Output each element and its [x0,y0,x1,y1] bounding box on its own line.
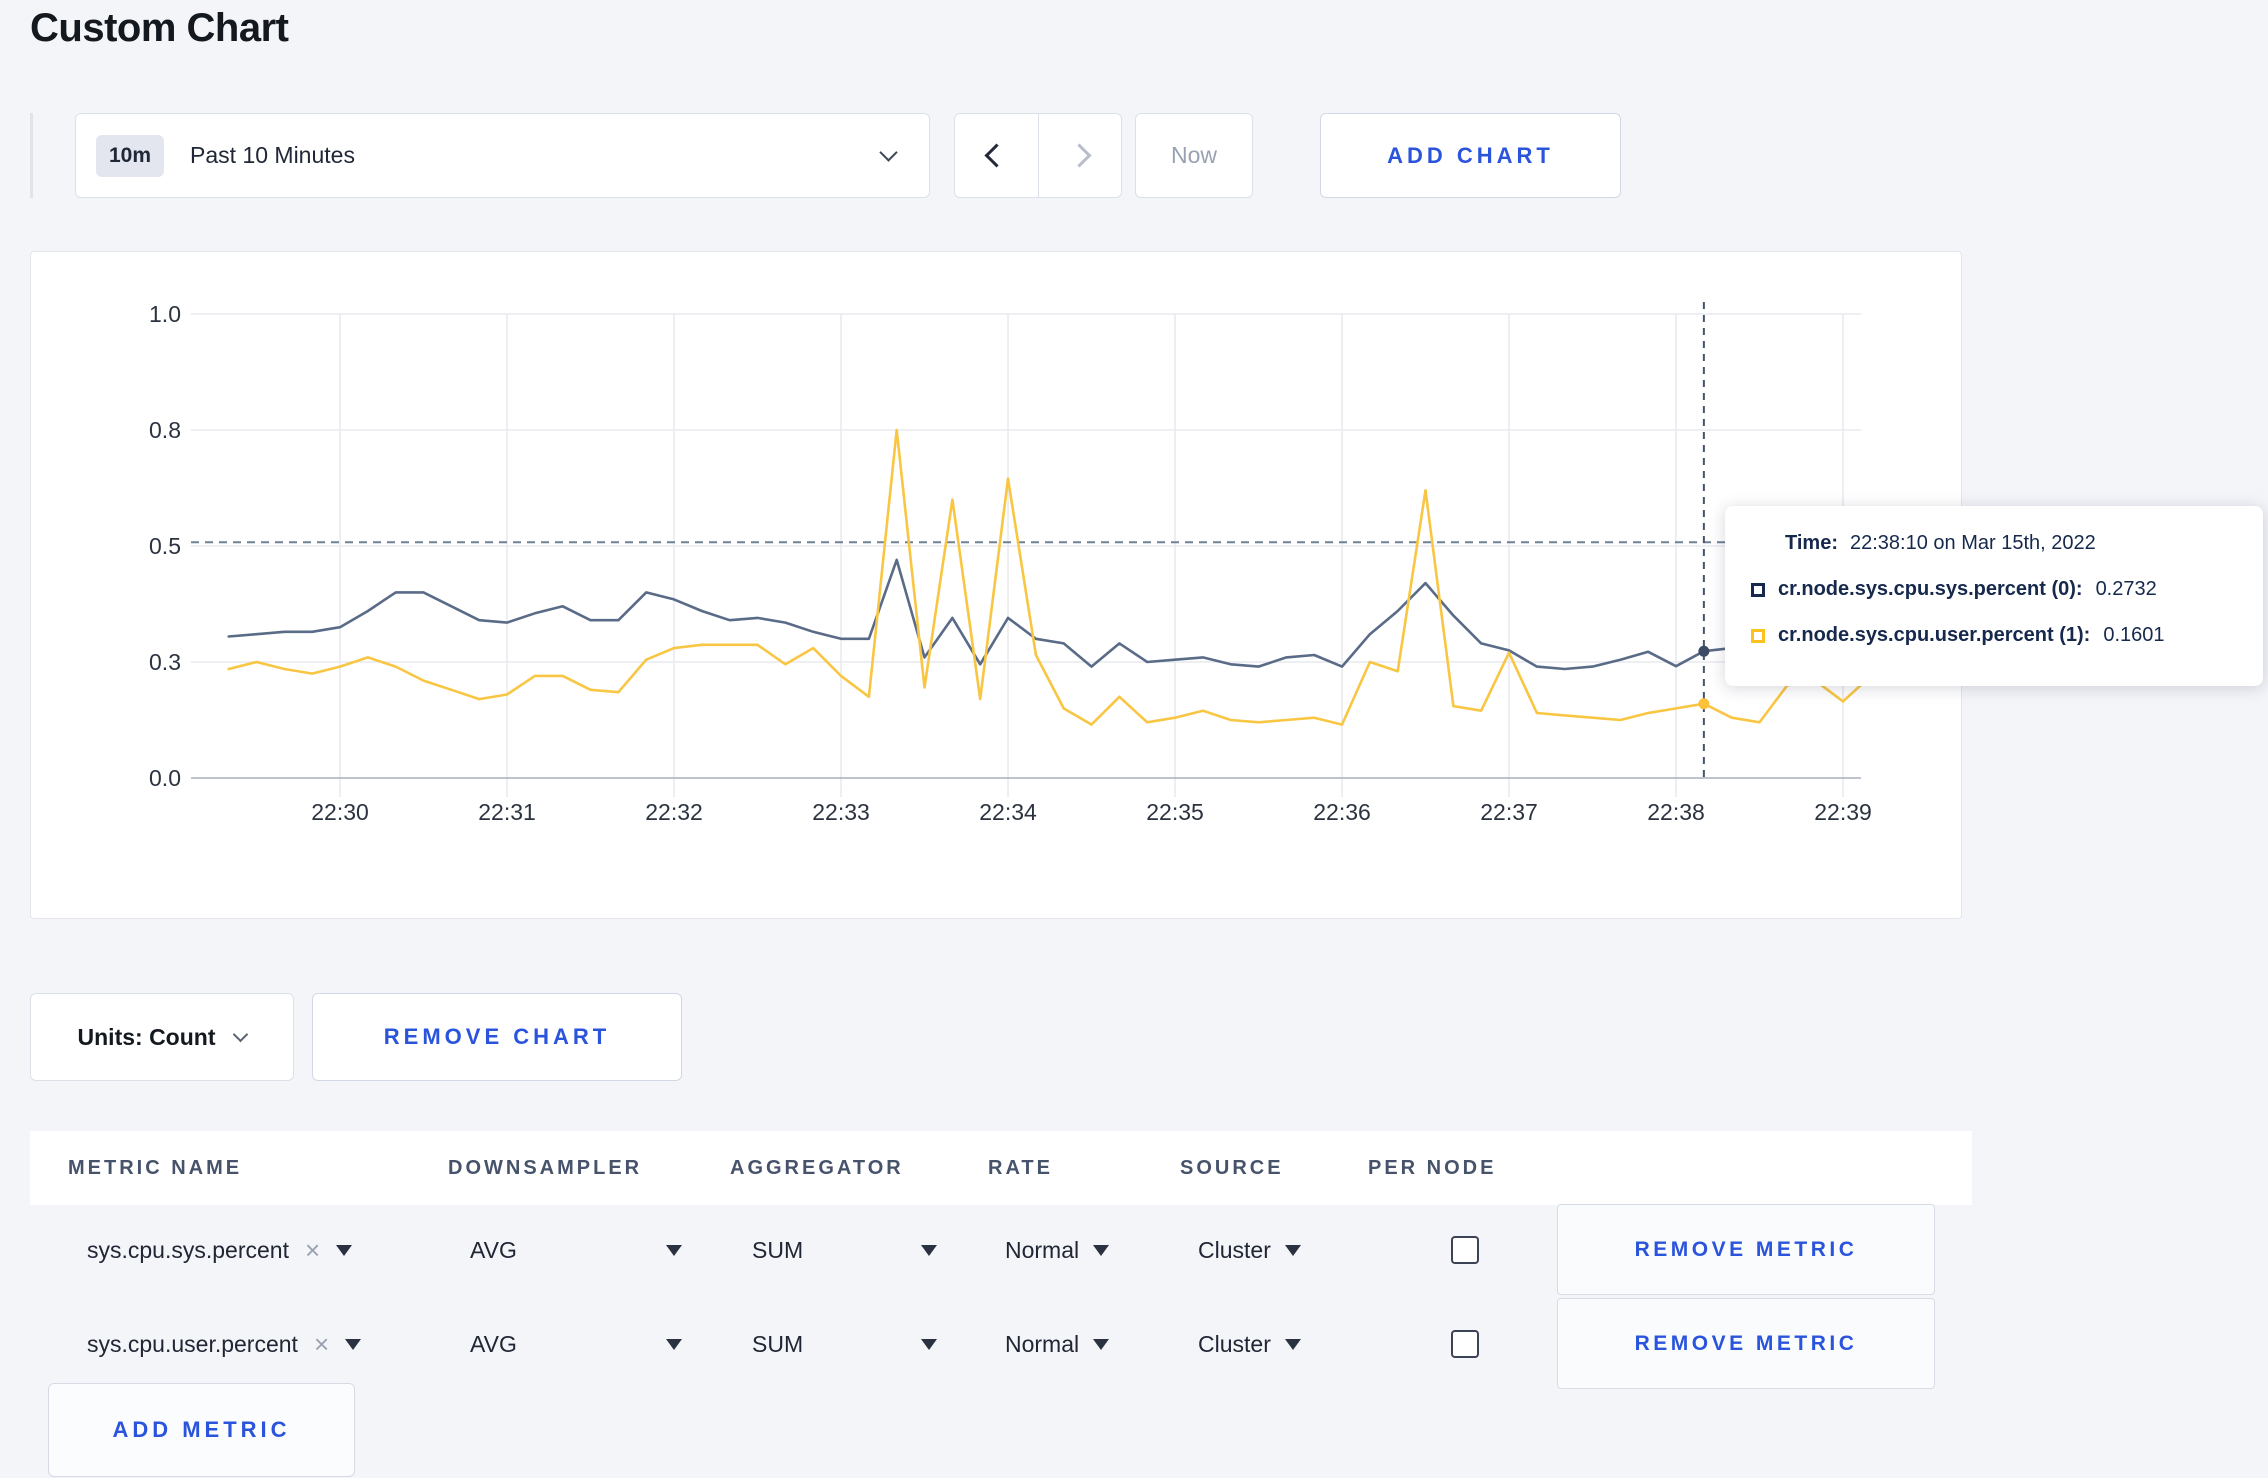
column-header-per-node: PER NODE [1368,1156,1497,1179]
x-axis-tick-label: 22:31 [478,799,536,825]
time-window-badge: 10m [96,134,165,177]
caret-down-icon [1093,1339,1110,1350]
next-time-button[interactable] [1039,114,1122,197]
column-header-rate: RATE [988,1156,1053,1179]
source-value: Cluster [1198,1331,1271,1357]
caret-down-icon [666,1245,682,1256]
x-axis-tick-label: 22:34 [979,799,1037,825]
aggregator-value: SUM [752,1331,804,1357]
downsampler-value: AVG [470,1237,517,1263]
tooltip-time-label: Time: [1785,532,1838,554]
x-axis-tick-label: 22:38 [1647,799,1705,825]
downsampler-select[interactable]: AVG [470,1204,682,1297]
x-axis-tick-label: 22:32 [645,799,703,825]
remove-chart-button[interactable]: REMOVE CHART [312,993,682,1081]
tooltip-series-row: cr.node.sys.cpu.user.percent (1): 0.1601 [1751,624,2165,647]
chevron-left-icon [984,143,1009,168]
time-pager [954,113,1122,198]
time-window-select[interactable]: 10m Past 10 Minutes [75,113,930,198]
aggregator-select[interactable]: SUM [752,1298,937,1391]
tooltip-series-value: 0.2732 [2095,578,2157,600]
metric-name-value: sys.cpu.user.percent [87,1331,298,1357]
clear-metric-icon[interactable]: × [304,1235,321,1265]
now-button[interactable]: Now [1135,113,1253,198]
per-node-checkbox[interactable] [1451,1330,1479,1358]
caret-down-icon [1284,1339,1301,1350]
chevron-right-icon [1067,143,1092,168]
column-header-metric-name: METRIC NAME [68,1156,243,1179]
caret-down-icon [921,1245,937,1256]
metric-name-select[interactable]: sys.cpu.user.percent × [87,1298,362,1391]
aggregator-select[interactable]: SUM [752,1204,937,1297]
column-header-downsampler: DOWNSAMPLER [448,1156,643,1179]
units-select[interactable]: Units: Count [30,993,294,1081]
series-line-cr.node.sys.cpu.sys.percent [227,558,1873,671]
time-window-label: Past 10 Minutes [190,142,355,168]
series-line-cr.node.sys.cpu.user.percent [227,428,1873,726]
hover-point-cr.node.sys.cpu.user.percent [1698,698,1710,710]
rate-select[interactable]: Normal [1005,1204,1110,1297]
metric-name-value: sys.cpu.sys.percent [87,1237,289,1263]
caret-down-icon [345,1339,362,1350]
tooltip-time-row: Time: 22:38:10 on Mar 15th, 2022 [1785,532,2096,555]
remove-metric-button[interactable]: REMOVE METRIC [1557,1204,1935,1295]
chevron-down-icon [233,1026,249,1042]
x-axis-tick-label: 22:37 [1480,799,1538,825]
per-node-checkbox[interactable] [1451,1236,1479,1264]
column-header-aggregator: AGGREGATOR [730,1156,904,1179]
units-label: Units: Count [77,1023,216,1050]
rate-select[interactable]: Normal [1005,1298,1110,1391]
sys-percent-legend-swatch-icon [1751,582,1765,597]
y-axis-tick-label: 1.0 [149,301,181,327]
add-metric-button[interactable]: ADD METRIC [48,1383,355,1477]
y-axis-tick-label: 0.5 [149,533,181,559]
caret-down-icon [1093,1245,1110,1256]
remove-metric-button[interactable]: REMOVE METRIC [1557,1298,1935,1389]
custom-chart-card: 22:30 22:31 22:32 22:33 22:34 22:35 22:36 22:37… [30,251,1962,919]
tooltip-series-name: cr.node.sys.cpu.sys.percent (0): [1778,578,2083,600]
metric-row: sys.cpu.user.percent × AVG SUM Normal Cl… [30,1298,1972,1391]
y-axis-tick-label: 0.0 [149,765,181,791]
source-select[interactable]: Cluster [1198,1204,1301,1297]
tooltip-series-value: 0.1601 [2103,624,2165,646]
tooltip-time-value: 22:38:10 on Mar 15th, 2022 [1849,532,2096,554]
hover-point-cr.node.sys.cpu.sys.percent [1698,645,1710,657]
source-value: Cluster [1198,1237,1271,1263]
metric-name-select[interactable]: sys.cpu.sys.percent × [87,1204,353,1297]
metrics-table-header: METRIC NAME DOWNSAMPLER AGGREGATOR RATE … [30,1131,1972,1205]
rate-value: Normal [1005,1331,1080,1357]
x-axis-tick-label: 22:39 [1814,799,1872,825]
toolbar-divider [30,113,33,198]
x-axis-tick-label: 22:36 [1313,799,1371,825]
downsampler-select[interactable]: AVG [470,1298,682,1391]
y-axis-tick-label: 0.8 [149,417,181,443]
downsampler-value: AVG [470,1331,517,1357]
x-axis-tick-label: 22:33 [812,799,870,825]
add-chart-button[interactable]: ADD CHART [1320,113,1621,198]
column-header-source: SOURCE [1180,1156,1284,1179]
x-axis-tick-label: 22:35 [1146,799,1204,825]
chevron-down-icon [879,142,898,162]
page-title: Custom Chart [30,6,289,50]
caret-down-icon [1284,1245,1301,1256]
clear-metric-icon[interactable]: × [313,1329,330,1359]
chart-tooltip: Time: 22:38:10 on Mar 15th, 2022 cr.node.… [1725,506,2263,686]
user-percent-legend-swatch-icon [1751,628,1765,643]
source-select[interactable]: Cluster [1198,1298,1301,1391]
prev-time-button[interactable] [955,114,1039,197]
x-axis-tick-label: 22:30 [311,799,369,825]
tooltip-series-row: cr.node.sys.cpu.sys.percent (0): 0.2732 [1751,578,2157,601]
caret-down-icon [666,1339,682,1350]
tooltip-series-name: cr.node.sys.cpu.user.percent (1): [1778,624,2091,646]
caret-down-icon [921,1339,937,1350]
rate-value: Normal [1005,1237,1080,1263]
cpu-percent-line-chart[interactable]: 22:30 22:31 22:32 22:33 22:34 22:35 22:36 22:37… [31,252,1963,920]
metric-row: sys.cpu.sys.percent × AVG SUM Normal Clu… [30,1204,1972,1297]
y-axis-tick-label: 0.3 [149,649,181,675]
caret-down-icon [336,1245,353,1256]
aggregator-value: SUM [752,1237,804,1263]
